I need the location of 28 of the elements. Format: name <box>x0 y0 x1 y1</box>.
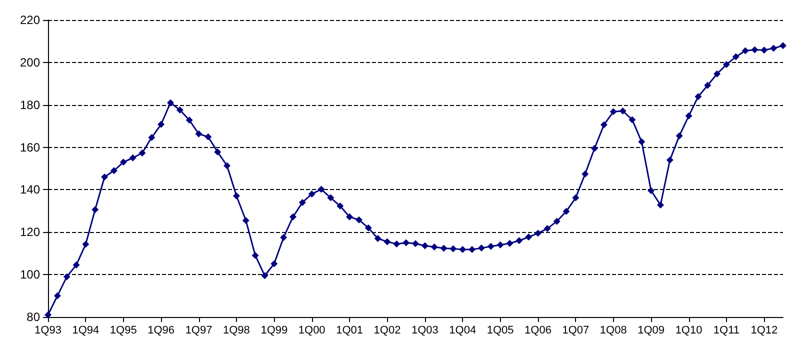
x-tick-label: 1Q94 <box>72 324 100 336</box>
y-tick-label: 220 <box>20 13 40 27</box>
y-tick-label: 140 <box>20 182 40 197</box>
x-tick-label: 1Q05 <box>486 324 514 336</box>
x-tick-label: 1Q06 <box>524 324 552 336</box>
x-tick-label: 1Q01 <box>336 324 363 336</box>
x-tick-label: 1Q10 <box>675 324 702 336</box>
x-tick-label: 1Q09 <box>638 324 665 336</box>
x-tick-label: 1Q03 <box>411 324 438 336</box>
x-tick-label: 1Q96 <box>148 324 175 336</box>
x-tick-label: 1Q12 <box>750 324 778 336</box>
x-tick-label: 1Q04 <box>449 324 476 336</box>
y-tick-label: 120 <box>20 225 40 240</box>
y-tick-label: 200 <box>20 55 40 70</box>
x-tick-label: 1Q97 <box>185 324 212 336</box>
x-tick-label: 1Q93 <box>34 324 62 336</box>
x-tick-label: 1Q07 <box>562 324 590 336</box>
x-tick-label: 1Q08 <box>600 324 627 336</box>
x-tick-label: 1Q99 <box>260 324 288 336</box>
x-tick-label: 1Q95 <box>110 324 137 336</box>
y-tick-label: 160 <box>20 140 40 154</box>
x-tick-label: 1Q98 <box>223 324 250 336</box>
x-tick-label: 1Q00 <box>298 324 326 336</box>
x-tick-label: 1Q11 <box>713 324 740 336</box>
y-tick-label: 180 <box>20 98 40 112</box>
y-tick-label: 80 <box>26 310 40 324</box>
y-tick-label: 100 <box>20 268 40 282</box>
x-tick-label: 1Q02 <box>374 324 401 336</box>
